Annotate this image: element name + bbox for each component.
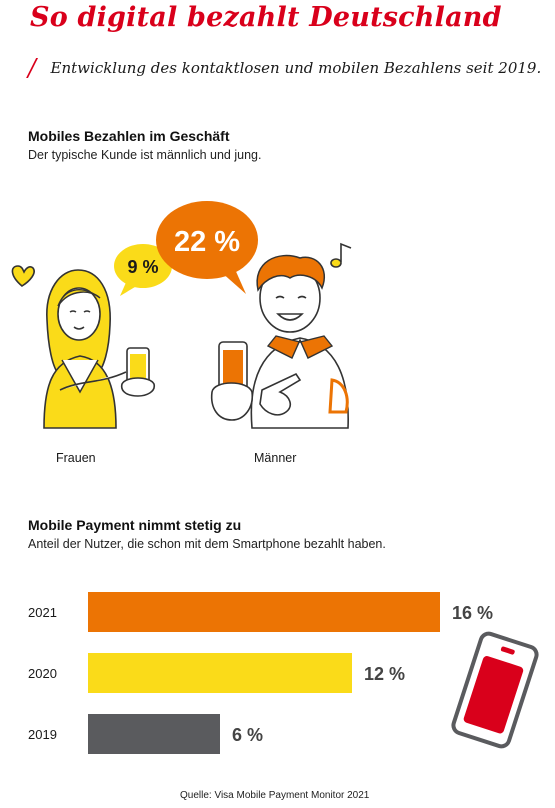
bar-value-label-2020: 12 % [364,664,405,684]
women-speech-bubble: 9 % [114,244,172,296]
bar-category-label-2020: 2020 [28,666,57,681]
page-title: So digital bezahlt Deutschland [30,2,502,33]
heart-icon [11,265,35,287]
bar-2020 [88,653,352,693]
usage-bar-chart: 2021 16 % 2020 12 % 2019 6 % [28,592,539,754]
source-note: Quelle: Visa Mobile Payment Monitor 2021 [180,790,370,801]
man-figure [210,254,349,429]
section1-subheading: Der typische Kunde ist männlich und jung… [28,148,262,162]
section2-subheading: Anteil der Nutzer, die schon mit dem Sma… [28,537,386,551]
woman-figure [43,269,156,429]
men-label: Männer [254,451,297,465]
women-label: Frauen [56,451,96,465]
bar-2021 [88,592,440,632]
women-percent-label: 9 % [127,257,158,277]
slash-accent: / [28,54,37,82]
subtitle-row: / Entwicklung des kontaktlosen und mobil… [28,54,542,82]
men-percent-label: 22 % [174,226,240,258]
section1-heading: Mobiles Bezahlen im Geschäft [28,128,230,144]
page-subtitle: Entwicklung des kontaktlosen und mobilen… [50,59,542,77]
men-speech-bubble: 22 % [156,201,258,294]
section2-heading: Mobile Payment nimmt stetig zu [28,517,242,533]
bar-category-label-2021: 2021 [28,605,57,620]
music-note-icon [330,242,352,268]
bar-value-label-2019: 6 % [232,725,263,745]
bar-category-label-2019: 2019 [28,727,57,742]
bar-value-label-2021: 16 % [452,603,493,623]
bar-2019 [88,714,220,754]
people-illustration: 9 % 22 % [11,201,352,429]
smartphone-icon [451,631,539,749]
